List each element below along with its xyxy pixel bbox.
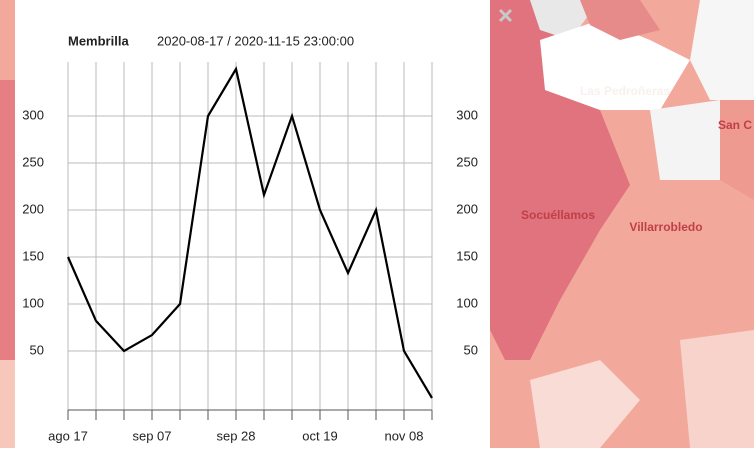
y-tick-label: 50	[30, 342, 44, 357]
y2-tick-label: 250	[456, 154, 478, 169]
region	[0, 80, 15, 360]
map-label: Villarrobledo	[629, 220, 702, 234]
y2-tick-label: 150	[456, 248, 478, 263]
x-tick-label: oct 19	[302, 428, 337, 443]
x-tick-label: ago 17	[48, 428, 88, 443]
x-tick-label: nov 08	[384, 428, 423, 443]
y2-tick-label: 300	[456, 107, 478, 122]
chart-title: Membrilla	[68, 33, 129, 48]
popup: Membrilla 2020-08-17 / 2020-11-15 23:00:…	[15, 0, 513, 448]
x-tick-label: sep 28	[216, 428, 255, 443]
map-label: Socuéllamos	[521, 208, 595, 222]
region	[540, 20, 690, 110]
y2-tick-label: 200	[456, 201, 478, 216]
map-label: San C	[718, 118, 752, 132]
region	[0, 360, 15, 448]
region	[580, 0, 660, 40]
y-tick-label: 250	[22, 154, 44, 169]
close-button[interactable]	[498, 8, 513, 23]
y-tick-label: 150	[22, 248, 44, 263]
y-tick-label: 300	[22, 107, 44, 122]
region	[530, 0, 600, 40]
map-label: Las Pedroñeras	[580, 84, 670, 98]
chart-subtitle: 2020-08-17 / 2020-11-15 23:00:00	[157, 33, 354, 48]
region	[680, 330, 754, 448]
region	[690, 0, 754, 100]
x-tick-label: sep 07	[132, 428, 171, 443]
region	[720, 100, 754, 200]
y-tick-label: 200	[22, 201, 44, 216]
y2-tick-label: 100	[456, 295, 478, 310]
y2-tick-label: 50	[464, 342, 478, 357]
popup-panel	[15, 0, 490, 448]
y-tick-label: 100	[22, 295, 44, 310]
region	[530, 360, 640, 448]
data-line	[66, 66, 433, 399]
region	[650, 100, 720, 180]
region	[490, 0, 630, 360]
